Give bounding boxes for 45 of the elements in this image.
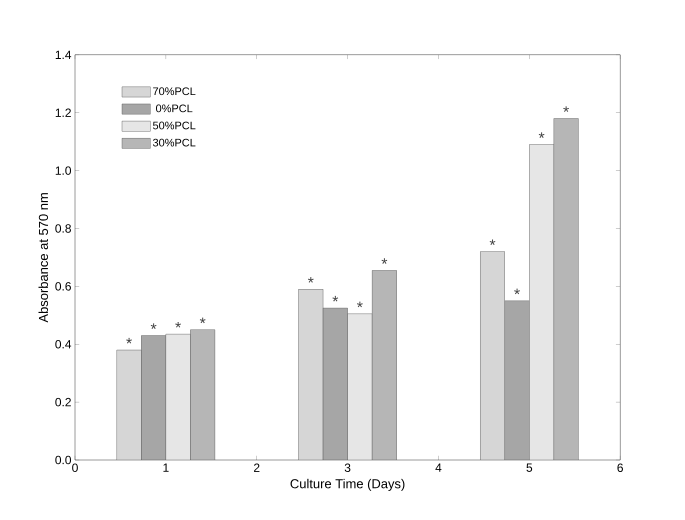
bar [190,330,216,460]
bar [298,289,324,460]
bar [554,118,579,460]
data-label: * [563,106,569,112]
data-label: * [514,288,520,294]
y-tick-label: 1.4 [56,50,72,59]
x-tick-label: 0 [72,464,78,472]
legend-label: 0%PCL [156,104,192,112]
bar [529,144,554,460]
y-tick-label: 0.8 [55,224,71,233]
data-label: * [150,323,156,329]
legend-label: 30%PCL [152,138,196,146]
bar [166,334,191,460]
bar [322,308,348,460]
bar [116,350,142,460]
y-axis-title: Absorbance at 570 nm [38,193,48,323]
bar [347,314,372,460]
bar [141,335,166,460]
bar [480,251,505,460]
data-label: * [332,296,338,302]
data-label: * [200,318,206,324]
x-tick-label: 4 [435,464,442,472]
y-tick-label: 1.2 [56,108,71,117]
y-tick-label: 0.0 [55,456,72,464]
data-label: * [490,239,496,246]
bar [504,300,530,460]
data-label: * [382,258,388,264]
x-tick-label: 2 [254,464,260,472]
data-label: * [126,338,132,344]
y-tick-label: 0.6 [55,282,71,291]
x-tick-label: 6 [617,464,623,472]
legend-label: 70%PCL [153,87,196,96]
legend-label: 50%PCL [152,122,196,130]
x-tick-label: 3 [344,464,350,472]
data-label: * [538,132,544,138]
data-label: * [308,277,314,283]
y-tick-label: 0.4 [55,340,72,348]
x-axis-title: Culture Time (Days) [290,478,404,491]
data-label: * [175,322,181,328]
x-tick-label: 1 [163,464,169,472]
x-tick-label: 5 [526,464,532,472]
bar [372,270,397,460]
y-tick-label: 0.2 [55,398,71,406]
data-label: * [357,302,363,308]
y-tick-label: 1.0 [56,166,72,175]
